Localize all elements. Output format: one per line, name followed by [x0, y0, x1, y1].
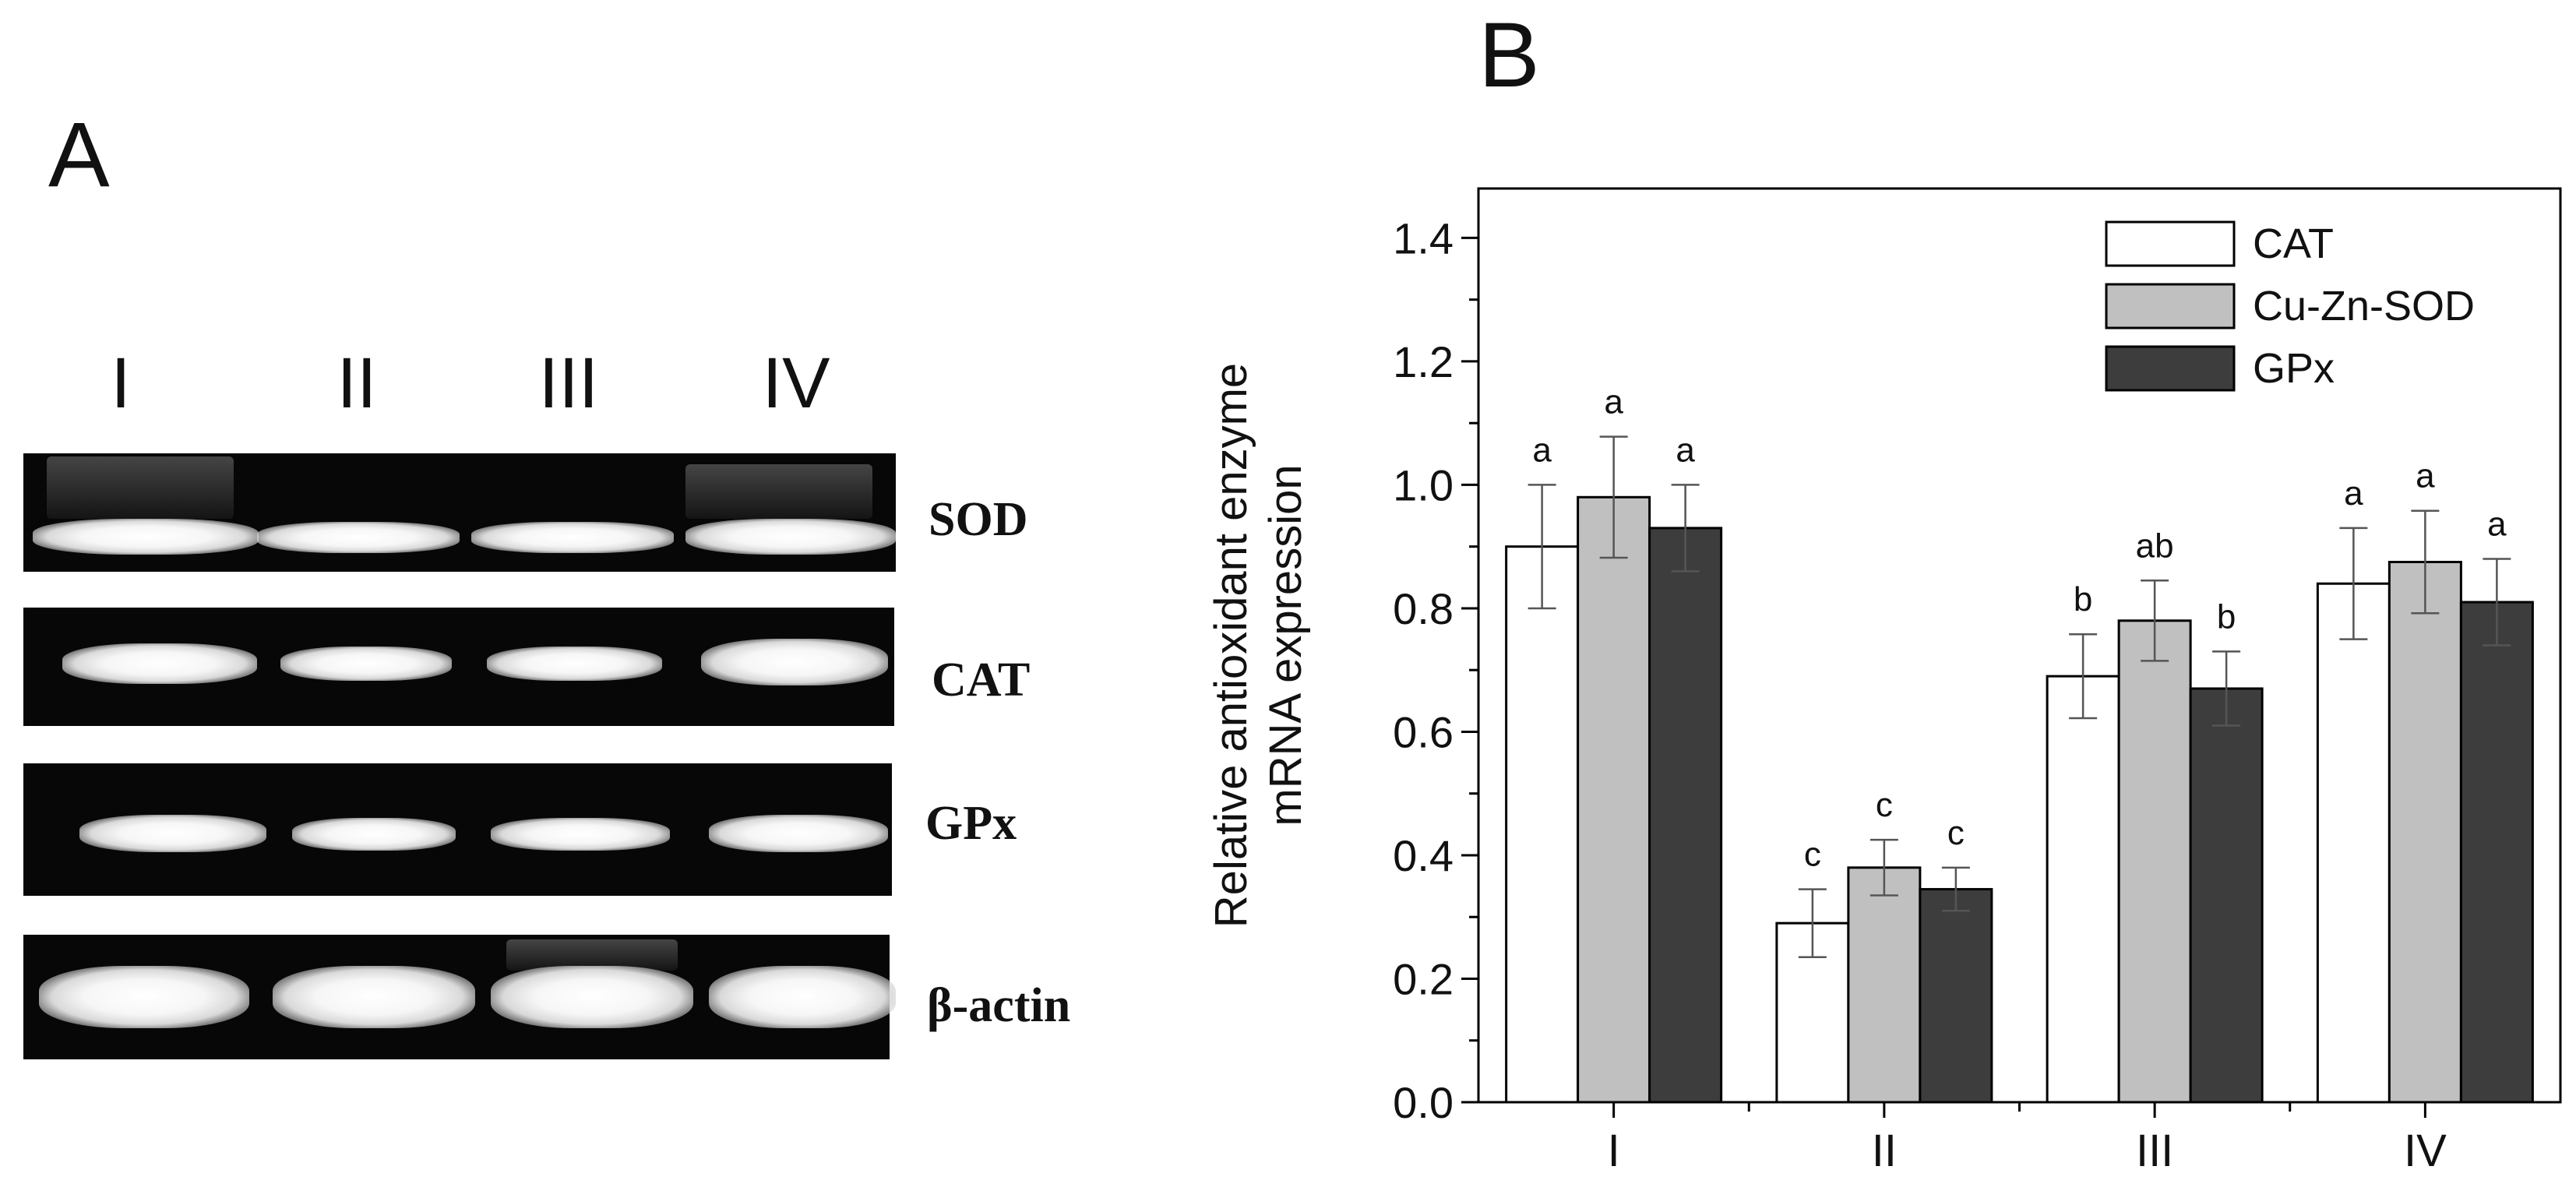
band [701, 639, 888, 685]
y-tick-label: 0.0 [1393, 1078, 1454, 1127]
significance-letter: b [2217, 597, 2236, 636]
gel-strip-cat [23, 608, 894, 726]
band [273, 966, 475, 1028]
band [257, 522, 460, 553]
significance-letter: a [2487, 506, 2507, 544]
significance-letter: ab [2136, 527, 2174, 565]
lane-label-3: III [538, 344, 599, 423]
bar [1847, 866, 1922, 1104]
gene-label-cat: CAT [932, 654, 1031, 706]
lane-label-2: II [337, 344, 377, 423]
smear [47, 456, 234, 519]
bar [1577, 495, 1651, 1104]
significance-letter: c [1876, 786, 1893, 824]
band [471, 522, 674, 553]
lane-label-1: I [111, 344, 131, 423]
band [487, 647, 662, 681]
legend-swatch [2105, 345, 2236, 392]
significance-letter: c [1804, 836, 1821, 874]
significance-letter: a [2344, 474, 2363, 513]
significance-letter: a [1604, 383, 1623, 421]
bar [2459, 601, 2534, 1104]
gene-label-beta-actin: β-actin [927, 979, 1071, 1032]
x-tick-label: I [1608, 1126, 1620, 1176]
y-tick-label: 0.2 [1393, 954, 1454, 1003]
significance-letter: a [1532, 431, 1552, 469]
band [491, 966, 693, 1028]
y-axis-label-line: Relative antioxidant enzyme [1206, 363, 1256, 928]
bar [2316, 582, 2391, 1104]
gel-strip-sod [23, 453, 896, 572]
band [685, 519, 896, 555]
legend-label: CAT [2253, 220, 2334, 267]
x-tick-label: III [2136, 1126, 2173, 1176]
legend-swatch [2105, 220, 2236, 267]
band [79, 815, 266, 852]
bar [1505, 545, 1580, 1104]
legend-label: GPx [2253, 345, 2335, 392]
smear [685, 464, 872, 519]
band [39, 966, 249, 1028]
gel-strip-beta-actin [23, 935, 896, 1059]
y-tick-label: 0.6 [1393, 707, 1454, 756]
y-axis-label-line: mRNA expression [1260, 464, 1311, 826]
gel-strip-gpx [23, 763, 892, 896]
x-tick-label: II [1872, 1126, 1897, 1176]
significance-letter: b [2074, 580, 2092, 618]
band [292, 818, 456, 851]
band [62, 643, 257, 684]
band [491, 818, 670, 851]
smear [506, 939, 678, 971]
bar [2046, 675, 2120, 1104]
bar [2387, 561, 2462, 1104]
panel-a-label: A [48, 104, 110, 206]
significance-letter: a [2416, 457, 2435, 495]
y-tick-label: 1.4 [1393, 213, 1454, 263]
y-tick-label: 1.0 [1393, 460, 1454, 509]
bar [1648, 527, 1723, 1104]
y-tick-label: 0.8 [1393, 584, 1454, 633]
band [709, 815, 888, 852]
band [709, 966, 896, 1028]
gene-label-sod: SOD [929, 493, 1028, 546]
bar [2117, 619, 2192, 1104]
panel-b-label: B [1478, 4, 1540, 107]
legend-label: Cu-Zn-SOD [2253, 283, 2475, 329]
bar [1919, 888, 1993, 1104]
y-tick-label: 1.2 [1393, 337, 1454, 386]
band [280, 647, 452, 681]
band [33, 519, 259, 555]
legend-swatch [2105, 283, 2236, 329]
y-tick-label: 0.4 [1393, 831, 1454, 880]
gene-label-gpx: GPx [925, 797, 1017, 850]
significance-letter: c [1947, 814, 1965, 852]
x-tick-label: IV [2404, 1126, 2447, 1176]
bar [2189, 687, 2264, 1104]
lane-label-4: IV [762, 344, 830, 423]
significance-letter: a [1676, 431, 1695, 469]
